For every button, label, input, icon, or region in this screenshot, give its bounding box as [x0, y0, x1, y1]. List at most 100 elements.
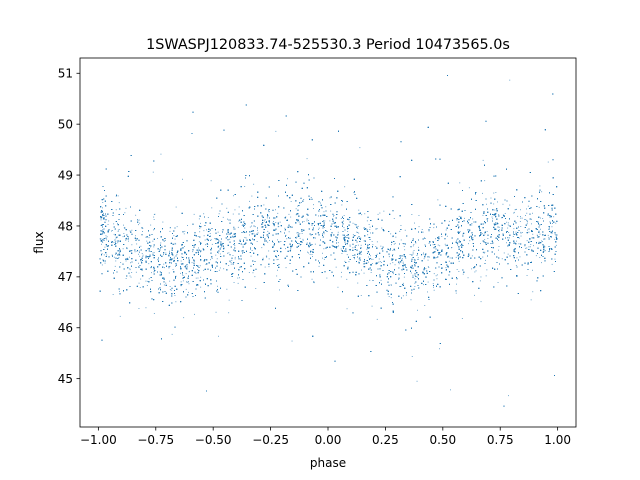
data-point [388, 296, 390, 297]
data-point [444, 243, 446, 245]
data-point [215, 238, 217, 240]
data-point [302, 239, 304, 241]
data-point [157, 238, 158, 239]
data-point [267, 241, 269, 243]
data-point [180, 281, 182, 283]
data-point [169, 227, 171, 228]
data-point [521, 232, 523, 233]
data-point [184, 246, 185, 247]
data-point [532, 212, 533, 214]
data-point [527, 221, 528, 223]
data-point [234, 256, 236, 258]
data-point [369, 229, 371, 230]
data-point [400, 239, 402, 241]
data-point [507, 222, 509, 224]
data-point [199, 265, 201, 267]
data-point [218, 269, 220, 271]
data-point [483, 252, 485, 254]
data-point [279, 289, 280, 291]
data-point [507, 227, 509, 229]
data-point [402, 267, 404, 269]
data-point [211, 207, 213, 209]
data-point [188, 283, 190, 285]
data-point [418, 226, 420, 228]
data-point [159, 272, 161, 274]
data-point [145, 280, 147, 282]
data-point [287, 178, 288, 180]
data-point [265, 255, 267, 257]
data-point [220, 247, 222, 249]
data-point [126, 248, 128, 250]
data-point [361, 247, 362, 249]
data-point [441, 267, 443, 268]
data-point [275, 250, 277, 251]
data-point [264, 220, 266, 222]
data-point [388, 256, 390, 258]
data-point [392, 236, 394, 238]
data-point [165, 252, 167, 254]
data-point [361, 269, 362, 271]
data-point [159, 271, 161, 272]
data-point [261, 227, 263, 228]
data-point [392, 254, 394, 255]
data-point [348, 218, 350, 220]
data-point [509, 204, 511, 206]
data-point [262, 257, 264, 259]
data-point [330, 234, 332, 236]
data-point [288, 231, 290, 233]
data-point [295, 208, 297, 210]
data-point [242, 240, 244, 242]
data-point [458, 257, 460, 258]
data-point [490, 237, 492, 238]
data-point [526, 220, 528, 222]
data-point [188, 271, 190, 273]
data-point [429, 256, 430, 258]
data-point [395, 259, 397, 260]
data-point [197, 277, 199, 279]
data-point [207, 244, 209, 245]
data-point [410, 299, 412, 301]
data-point [508, 237, 510, 239]
data-point [113, 223, 115, 225]
data-point [268, 266, 270, 268]
data-point [481, 233, 483, 235]
data-point [261, 247, 263, 249]
data-point [366, 248, 368, 250]
data-point [207, 234, 209, 236]
data-point [230, 263, 232, 265]
data-point [403, 276, 405, 278]
data-point [153, 246, 155, 248]
data-point [170, 289, 172, 291]
data-point [245, 237, 247, 239]
data-point [337, 286, 339, 288]
data-point [464, 217, 465, 219]
data-point [153, 214, 155, 215]
data-point [414, 222, 415, 224]
data-point [215, 254, 217, 256]
data-point [269, 222, 270, 224]
data-point [106, 239, 108, 241]
data-point [264, 239, 266, 240]
data-point [394, 264, 396, 266]
data-point [205, 244, 207, 246]
data-point [532, 233, 534, 235]
data-point [268, 250, 270, 252]
data-point [180, 268, 182, 270]
data-point [318, 223, 320, 224]
data-point [412, 274, 414, 276]
data-point [552, 223, 553, 224]
data-point [539, 185, 541, 187]
data-point [495, 212, 497, 214]
data-point [550, 215, 552, 217]
data-point [554, 233, 556, 235]
data-point [226, 288, 228, 290]
data-point [139, 255, 141, 257]
data-point [233, 244, 234, 245]
data-point [333, 215, 335, 216]
data-point [228, 252, 230, 254]
data-point [306, 218, 308, 220]
data-point [303, 221, 305, 222]
data-point [185, 288, 187, 290]
data-point [484, 251, 486, 253]
data-point [399, 230, 401, 232]
